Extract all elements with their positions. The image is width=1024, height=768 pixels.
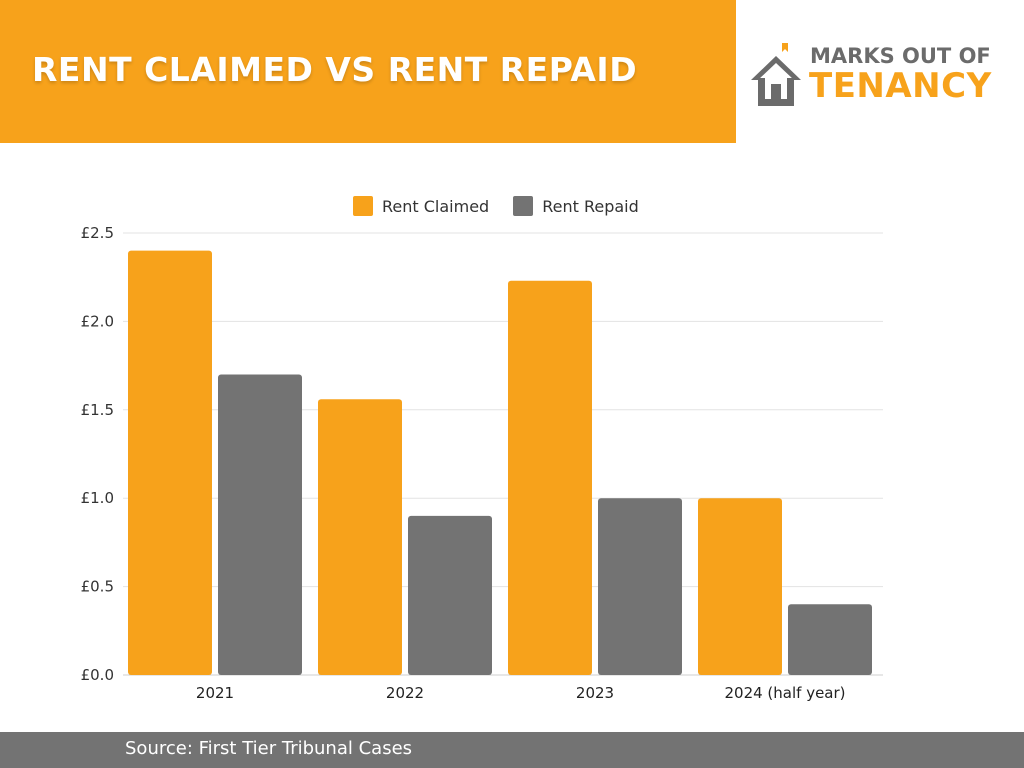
y-tick-label: £1.5 — [81, 401, 114, 419]
bar-rent-repaid — [598, 498, 682, 675]
legend-label-rent-repaid: Rent Repaid — [542, 196, 639, 216]
logo-line2: TENANCY — [809, 66, 992, 106]
bar-rent-claimed — [508, 280, 592, 675]
legend-swatch-rent-claimed — [353, 196, 373, 216]
bar-rent-repaid — [408, 515, 492, 675]
legend-item-rent-claimed: Rent Claimed — [353, 196, 489, 216]
bar-rent-claimed — [128, 250, 212, 675]
y-tick-label: £1.0 — [81, 489, 114, 507]
bar-rent-claimed — [318, 399, 402, 675]
x-tick-label: 2022 — [386, 684, 424, 702]
footer-bar: Source: First Tier Tribunal Cases — [0, 732, 1024, 768]
bar-chart: £0.0 £0.5 £1.0 £1.5 £2.0 £2.5 2021 2022 2023 2024… — [81, 224, 883, 702]
legend-item-rent-repaid: Rent Repaid — [513, 196, 639, 216]
x-tick-label: 2024 (half year) — [724, 684, 845, 702]
brand-logo: MARKS OUT OF TENANCY — [748, 36, 1018, 116]
y-tick-label: £0.5 — [81, 578, 114, 596]
y-tick-label: £0.0 — [81, 666, 114, 684]
bar-rent-claimed — [698, 498, 782, 675]
y-tick-label: £2.0 — [81, 312, 114, 330]
logo-line1: MARKS OUT OF — [810, 44, 991, 68]
legend-swatch-rent-repaid — [513, 196, 534, 216]
chart-legend: Rent Claimed Rent Repaid — [353, 195, 663, 217]
x-tick-label: 2023 — [576, 684, 614, 702]
flag-icon — [782, 43, 788, 52]
bar-rent-repaid — [788, 604, 872, 675]
house-icon — [751, 43, 801, 106]
legend-label-rent-claimed: Rent Claimed — [382, 196, 490, 216]
x-tick-label: 2021 — [196, 684, 234, 702]
title-banner: RENT CLAIMED VS RENT REPAID — [0, 0, 736, 143]
bar-rent-repaid — [218, 374, 302, 675]
y-tick-label: £2.5 — [81, 224, 114, 242]
page-title: RENT CLAIMED VS RENT REPAID — [32, 50, 638, 89]
source-note: Source: First Tier Tribunal Cases — [125, 738, 413, 759]
